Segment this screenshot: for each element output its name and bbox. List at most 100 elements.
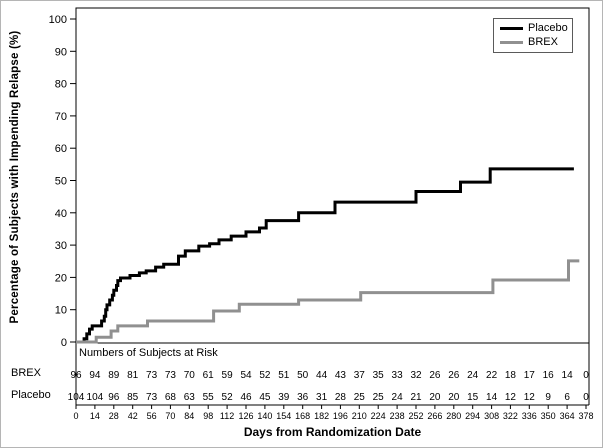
y-tick-label: 50 (55, 176, 67, 188)
x-tick-label: 140 (257, 411, 272, 421)
at-risk-count-brex: 18 (505, 370, 517, 381)
y-tick-label: 80 (55, 79, 67, 91)
at-risk-count-placebo: 85 (127, 392, 139, 403)
at-risk-count-brex: 22 (486, 370, 498, 381)
at-risk-count-brex: 50 (297, 370, 309, 381)
x-tick-label: 196 (333, 411, 348, 421)
at-risk-count-placebo: 15 (467, 392, 479, 403)
legend-label-placebo: Placebo (528, 22, 568, 34)
x-tick-label: 280 (446, 411, 461, 421)
at-risk-count-placebo: 45 (259, 392, 271, 403)
x-tick-label: 238 (390, 411, 405, 421)
at-risk-count-placebo: 21 (410, 392, 422, 403)
at-risk-count-placebo: 63 (184, 392, 196, 403)
x-tick-label: 168 (295, 411, 310, 421)
y-tick-label: 40 (55, 208, 67, 220)
x-tick-label: 112 (220, 411, 234, 421)
at-risk-count-placebo: 31 (316, 392, 328, 403)
x-tick-label: 350 (541, 411, 556, 421)
legend: Placebo BREX (493, 18, 573, 53)
at-risk-count-brex: 26 (448, 370, 460, 381)
at-risk-count-placebo: 104 (87, 392, 104, 403)
x-tick-label: 0 (73, 411, 78, 421)
at-risk-row-label-placebo: Placebo (11, 389, 51, 401)
x-axis-title: Days from Randomization Date (243, 425, 422, 439)
at-risk-count-placebo: 9 (545, 392, 551, 403)
legend-item-brex: BREX (500, 37, 572, 48)
at-risk-count-placebo: 0 (583, 392, 589, 403)
at-risk-count-placebo: 68 (165, 392, 177, 403)
x-tick-label: 56 (147, 411, 157, 421)
at-risk-count-brex: 44 (316, 370, 328, 381)
at-risk-title: Numbers of Subjects at Risk (79, 347, 218, 359)
x-tick-label: 98 (203, 411, 213, 421)
at-risk-count-brex: 37 (354, 370, 366, 381)
x-tick-label: 210 (352, 411, 367, 421)
at-risk-count-brex: 96 (70, 370, 82, 381)
at-risk-count-placebo: 14 (486, 392, 498, 403)
at-risk-count-brex: 81 (127, 370, 139, 381)
x-tick-label: 14 (90, 411, 100, 421)
at-risk-count-placebo: 39 (278, 392, 290, 403)
at-risk-count-brex: 0 (583, 370, 589, 381)
y-tick-label: 30 (55, 240, 67, 252)
brex-curve (76, 259, 580, 344)
x-tick-label: 126 (238, 411, 253, 421)
at-risk-count-placebo: 12 (505, 392, 517, 403)
at-risk-count-brex: 59 (222, 370, 234, 381)
x-tick-label: 42 (128, 411, 138, 421)
x-tick-label: 84 (184, 411, 194, 421)
brex-line-swatch (500, 41, 523, 44)
at-risk-count-placebo: 20 (448, 392, 460, 403)
at-risk-count-brex: 14 (562, 370, 574, 381)
at-risk-count-placebo: 52 (222, 392, 234, 403)
at-risk-count-brex: 70 (184, 370, 196, 381)
at-risk-count-placebo: 55 (203, 392, 215, 403)
at-risk-count-placebo: 25 (354, 392, 366, 403)
at-risk-row-label-brex: BREX (11, 367, 41, 379)
x-tick-label: 322 (503, 411, 518, 421)
at-risk-count-brex: 61 (203, 370, 215, 381)
at-risk-count-brex: 16 (543, 370, 555, 381)
plot-frame (75, 7, 590, 344)
legend-label-brex: BREX (528, 36, 558, 48)
x-tick-label: 224 (371, 411, 386, 421)
at-risk-count-brex: 73 (146, 370, 158, 381)
at-risk-count-placebo: 46 (240, 392, 252, 403)
at-risk-count-placebo: 73 (146, 392, 158, 403)
y-axis-title: Percentage of Subjects with Impending Re… (9, 30, 21, 324)
at-risk-count-brex: 35 (373, 370, 385, 381)
legend-item-placebo: Placebo (500, 23, 572, 34)
x-tick-label: 336 (522, 411, 537, 421)
at-risk-count-brex: 32 (410, 370, 422, 381)
y-tick-label: 100 (49, 14, 67, 26)
y-tick-label: 10 (55, 305, 67, 317)
at-risk-count-brex: 17 (524, 370, 536, 381)
x-tick-label: 182 (314, 411, 329, 421)
at-risk-count-brex: 73 (165, 370, 177, 381)
at-risk-count-brex: 89 (108, 370, 120, 381)
x-tick-label: 70 (165, 411, 175, 421)
x-tick-label: 378 (578, 411, 593, 421)
at-risk-count-placebo: 36 (297, 392, 309, 403)
x-tick-label: 308 (484, 411, 499, 421)
at-risk-count-placebo: 104 (68, 392, 85, 403)
y-tick-label: 90 (55, 46, 67, 58)
at-risk-count-placebo: 6 (564, 392, 570, 403)
at-risk-count-brex: 24 (467, 370, 479, 381)
at-risk-count-brex: 51 (278, 370, 290, 381)
x-tick-label: 154 (276, 411, 291, 421)
x-tick-label: 294 (465, 411, 480, 421)
y-tick-label: 60 (55, 143, 67, 155)
at-risk-count-placebo: 24 (392, 392, 404, 403)
placebo-line-swatch (500, 27, 523, 30)
at-risk-count-placebo: 25 (373, 392, 385, 403)
at-risk-count-brex: 33 (392, 370, 404, 381)
at-risk-count-placebo: 28 (335, 392, 347, 403)
placebo-curve (76, 167, 574, 344)
x-tick-label: 28 (109, 411, 119, 421)
x-tick-label: 364 (560, 411, 575, 421)
at-risk-count-brex: 94 (89, 370, 101, 381)
